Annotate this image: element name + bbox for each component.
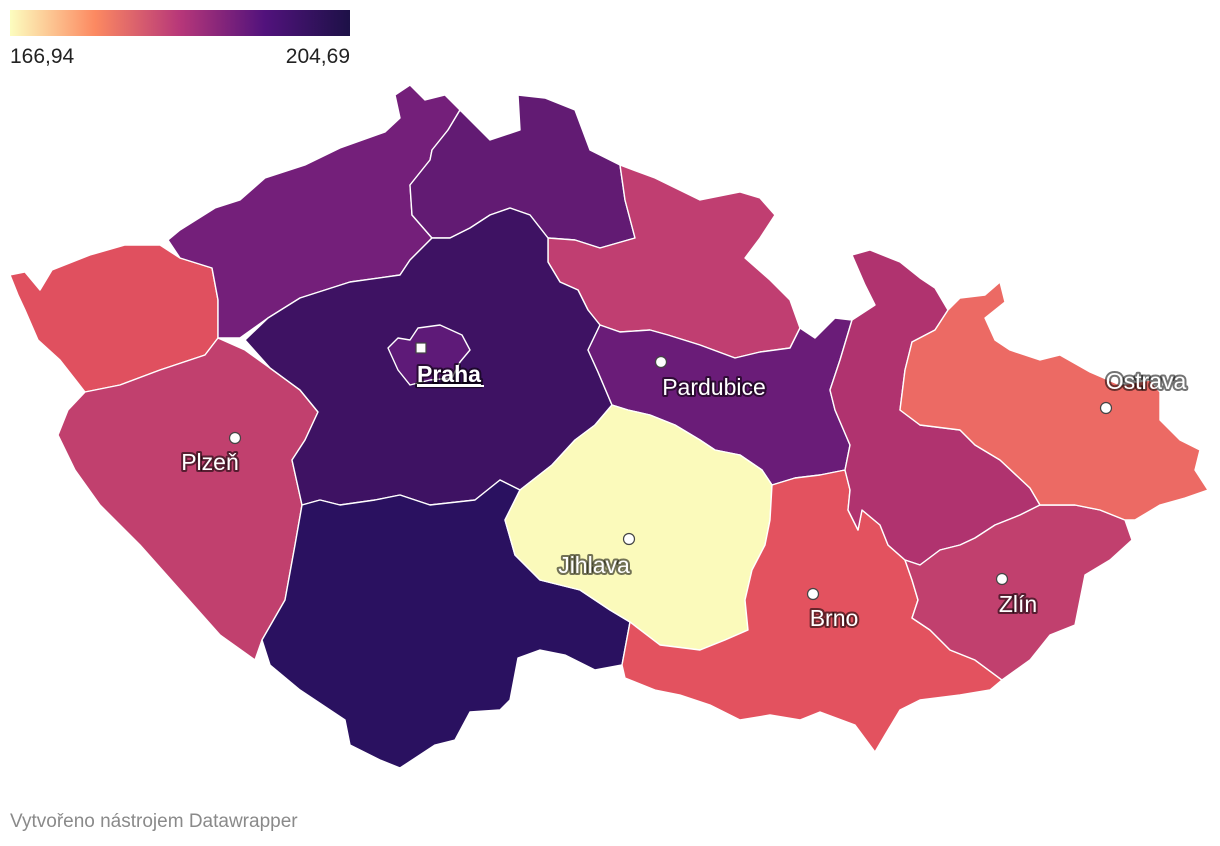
city-label-zlin: Zlín xyxy=(999,591,1037,617)
region-moravskoslezsky[interactable] xyxy=(899,281,1209,521)
city-label-brno: Brno xyxy=(810,605,859,631)
region-jihocesky[interactable] xyxy=(261,479,631,769)
city-label-plzen: Plzeň xyxy=(181,449,239,475)
city-dot-icon xyxy=(622,532,636,546)
legend-gradient-bar xyxy=(10,10,350,36)
city-dot-icon xyxy=(654,355,668,369)
city-label-pardubice: Pardubice xyxy=(662,374,766,400)
city-praha[interactable]: Praha xyxy=(415,342,484,389)
region-zlinsky[interactable] xyxy=(904,504,1133,681)
city-dot-icon xyxy=(1099,401,1113,415)
city-label-praha: Praha xyxy=(417,361,481,387)
region-praha[interactable] xyxy=(387,324,471,386)
capital-marker-icon xyxy=(415,342,427,354)
city-zlin[interactable]: Zlín xyxy=(995,572,1039,619)
legend-max-label: 204,69 xyxy=(285,45,350,68)
color-legend: 166,94 204,69 xyxy=(10,10,350,68)
city-label-ostrava: Ostrava xyxy=(1106,368,1187,394)
city-dot-icon xyxy=(995,572,1009,586)
city-dot-icon xyxy=(228,431,242,445)
city-plzen[interactable]: Plzeň xyxy=(179,431,242,477)
legend-min-label: 166,94 xyxy=(10,45,75,68)
city-jihlava[interactable]: Jihlava xyxy=(556,532,636,580)
city-label-jihlava: Jihlava xyxy=(558,552,630,578)
czech-regions-map: Praha Plzeň Pardubice Jihlava Brno Zlín … xyxy=(9,84,1209,769)
city-dot-icon xyxy=(806,587,820,601)
footer-credit: Vytvořeno nástrojem Datawrapper xyxy=(10,811,298,832)
city-ostrava[interactable]: Ostrava xyxy=(1099,366,1188,415)
city-brno[interactable]: Brno xyxy=(806,587,860,633)
city-pardubice[interactable]: Pardubice xyxy=(654,355,768,402)
